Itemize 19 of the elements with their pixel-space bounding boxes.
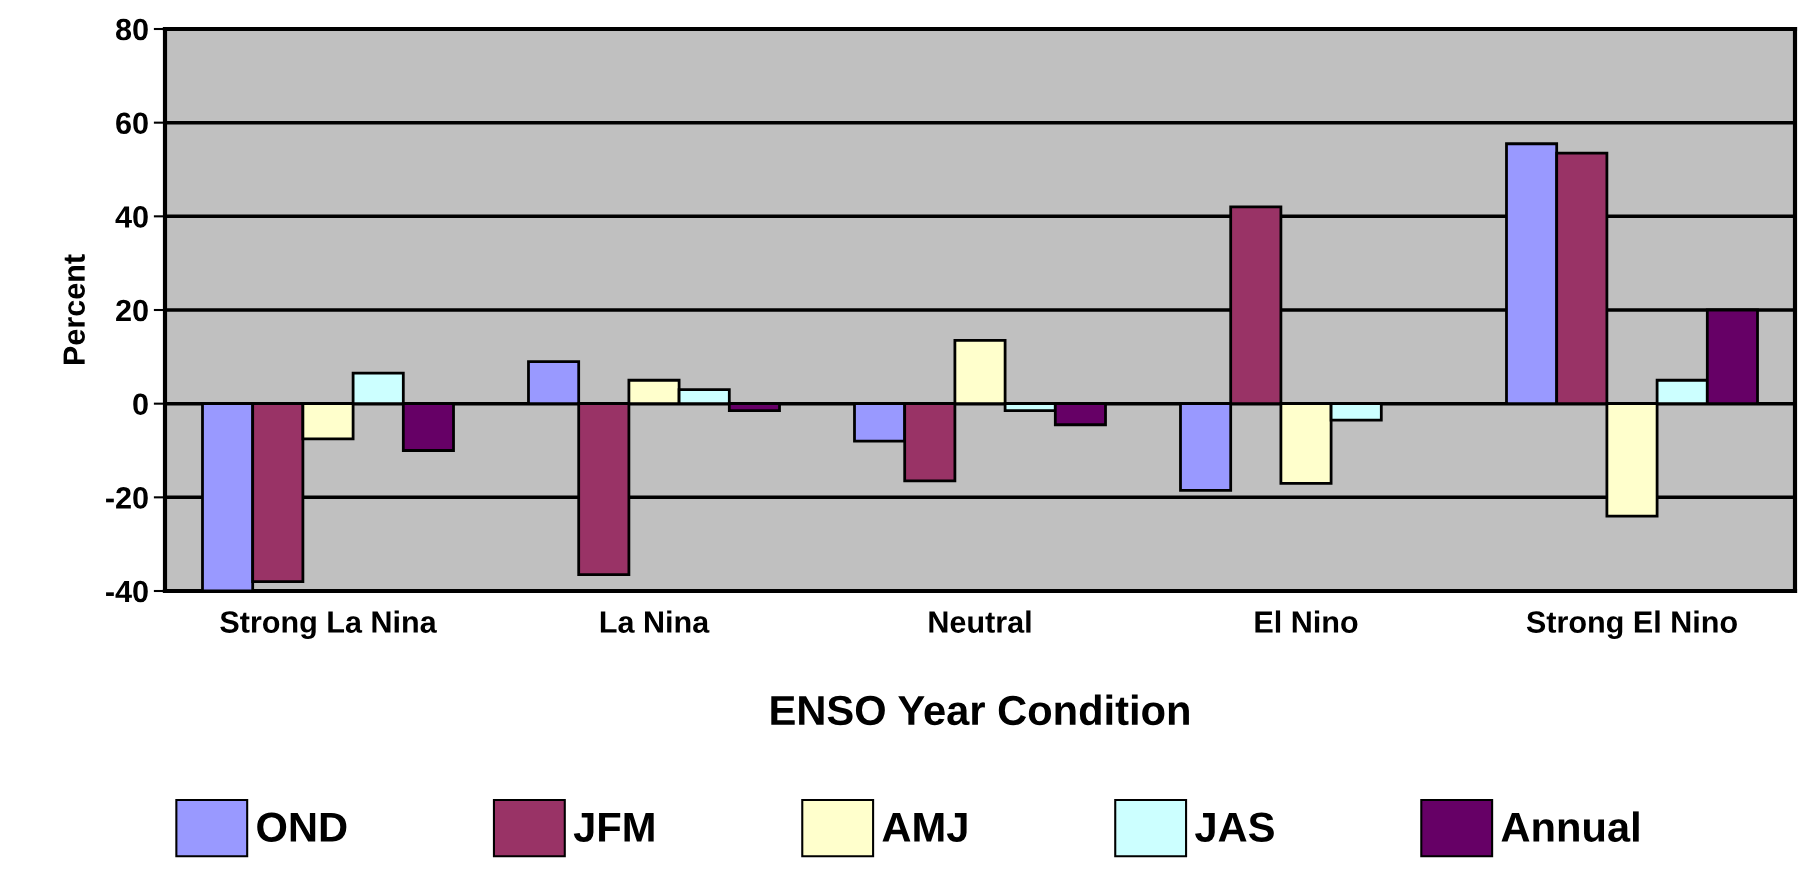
x-tick-label: Strong El Nino [1526, 610, 1737, 640]
y-tick-label: 40 [115, 206, 148, 228]
y-tick-label: 80 [116, 18, 148, 41]
legend-label: OND [257, 812, 347, 842]
y-tick-label: -40 [106, 580, 148, 603]
y-tick-label: 0 [133, 393, 148, 416]
legend-label: JFM [573, 812, 654, 842]
x-tick-label: El Nino [1255, 610, 1358, 633]
x-tick-label: Strong La Nina [220, 610, 437, 640]
x-tick-label: Neutral [929, 610, 1031, 633]
legend-label: Annual [1501, 811, 1639, 842]
x-tick-label: La Nina [600, 610, 710, 633]
y-tick-label: -20 [106, 487, 148, 509]
y-tick-label: 60 [116, 112, 148, 135]
y-axis-title: Percent [63, 254, 85, 364]
legend-label: JAS [1195, 812, 1274, 842]
y-tick-label: 20 [116, 299, 148, 322]
x-axis-title: ENSO Year Condition [771, 694, 1189, 726]
legend-label: AMJ [882, 812, 967, 842]
